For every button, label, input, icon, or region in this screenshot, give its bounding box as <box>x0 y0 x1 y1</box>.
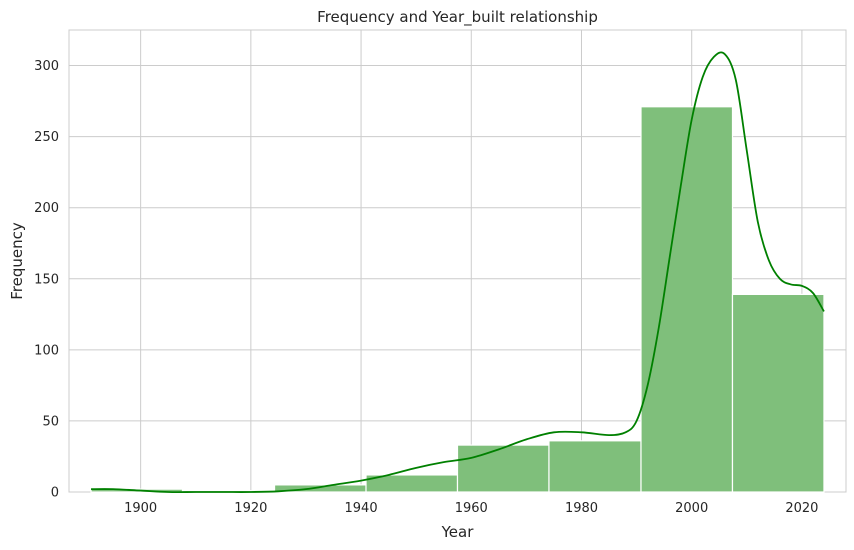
histogram-bars <box>90 106 825 493</box>
x-tick-label: 1940 <box>345 501 378 516</box>
histogram-bar <box>731 293 825 493</box>
x-tick-label: 1920 <box>234 501 267 516</box>
y-tick-label: 50 <box>42 414 59 429</box>
y-tick-label: 0 <box>51 486 59 501</box>
histogram-bar <box>640 106 734 493</box>
kde-curve <box>91 51 825 494</box>
x-tick-label: 1960 <box>455 501 488 516</box>
y-tick-labels: 0 50 100 150 200 250 300 <box>34 59 59 500</box>
x-tick-label: 1900 <box>124 501 157 516</box>
y-tick-label: 300 <box>34 59 59 74</box>
chart-title: Frequency and Year_built relationship <box>317 8 598 27</box>
histogram-bar <box>548 440 642 493</box>
x-tick-label: 2000 <box>675 501 708 516</box>
y-tick-label: 100 <box>34 343 59 358</box>
y-tick-label: 250 <box>34 130 59 145</box>
x-axis-label: Year <box>441 523 475 541</box>
y-tick-label: 150 <box>34 272 59 287</box>
y-tick-label: 200 <box>34 201 59 216</box>
y-axis-label: Frequency <box>8 222 26 300</box>
x-tick-label: 1980 <box>565 501 598 516</box>
histogram-bar <box>456 444 550 493</box>
x-tick-label: 2020 <box>785 501 818 516</box>
x-tick-labels: 1900 1920 1940 1960 1980 2000 2020 <box>124 501 818 516</box>
